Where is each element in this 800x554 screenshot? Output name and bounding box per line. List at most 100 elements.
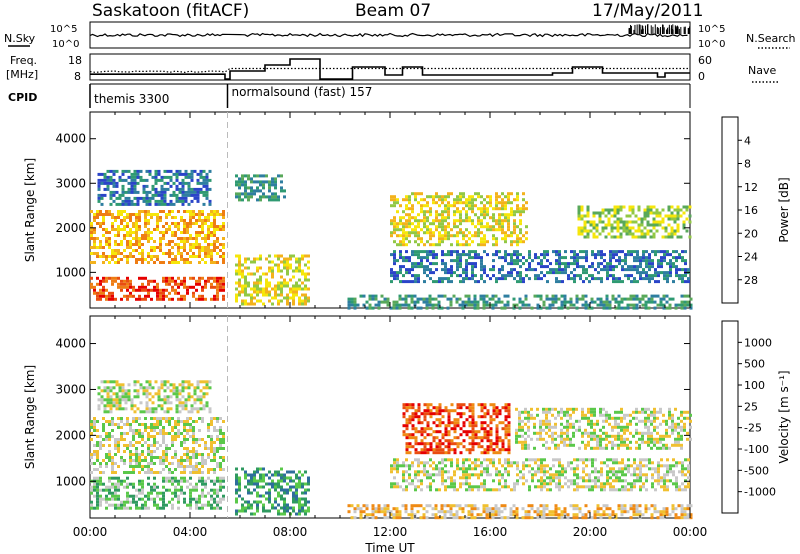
echo-cell	[495, 250, 498, 254]
echo-cell	[468, 409, 472, 413]
echo-cell	[456, 268, 459, 272]
echo-cell	[497, 507, 501, 511]
echo-cell	[432, 406, 436, 410]
echo-cell	[404, 297, 408, 301]
echo-cell	[402, 225, 405, 229]
echo-cell	[280, 506, 283, 510]
echo-cell	[500, 504, 504, 508]
echo-cell	[591, 262, 594, 266]
echo-cell	[685, 217, 689, 221]
echo-cell	[159, 219, 162, 222]
echo-cell	[583, 226, 587, 230]
echo-cell	[183, 261, 186, 264]
echo-cell	[554, 507, 558, 511]
echo-cell	[462, 424, 466, 428]
echo-cell	[96, 252, 99, 255]
echo-cell	[186, 465, 189, 468]
echo-cell	[396, 228, 399, 232]
echo-cell	[165, 503, 168, 507]
echo-cell	[540, 271, 543, 275]
echo-cell	[480, 268, 483, 272]
echo-cell	[429, 262, 432, 266]
echo-cell	[139, 178, 143, 182]
echo-cell	[459, 198, 462, 202]
echo-cell	[277, 266, 280, 270]
echo-cell	[420, 412, 424, 416]
echo-cell	[560, 300, 564, 304]
echo-cell	[138, 453, 141, 456]
echo-cell	[160, 196, 164, 200]
echo-cell	[219, 282, 222, 286]
echo-cell	[462, 219, 465, 223]
echo-cell	[138, 297, 141, 301]
echo-cell	[93, 494, 96, 498]
echo-cell	[635, 513, 639, 517]
echo-cell	[153, 456, 156, 459]
echo-cell	[486, 433, 490, 437]
echo-cell	[163, 398, 167, 402]
echo-cell	[386, 504, 390, 508]
echo-cell	[190, 190, 194, 194]
echo-cell	[166, 175, 170, 179]
echo-cell	[160, 386, 164, 390]
echo-cell	[573, 277, 576, 281]
echo-cell	[432, 234, 435, 238]
echo-cell	[426, 485, 429, 489]
echo-cell	[222, 213, 225, 216]
echo-cell	[480, 225, 483, 229]
echo-cell	[443, 513, 447, 517]
echo-cell	[450, 259, 453, 263]
echo-cell	[432, 467, 435, 471]
echo-cell	[195, 465, 198, 468]
echo-cell	[616, 220, 620, 224]
echo-cell	[489, 268, 492, 272]
echo-cell	[280, 497, 283, 501]
echo-cell	[192, 420, 195, 423]
echo-cell	[175, 395, 179, 399]
echo-cell	[163, 190, 167, 194]
colorbar-tick-label: 20	[744, 227, 758, 240]
echo-cell	[489, 228, 492, 232]
echo-cell	[671, 507, 675, 511]
echo-cell	[386, 507, 390, 511]
echo-cell	[447, 201, 450, 205]
echo-cell	[350, 303, 354, 307]
echo-cell	[528, 262, 531, 266]
echo-cell	[411, 415, 415, 419]
echo-cell	[97, 184, 101, 188]
echo-cell	[395, 510, 399, 514]
echo-cell	[447, 448, 451, 452]
echo-cell	[444, 234, 447, 238]
echo-cell	[108, 420, 111, 423]
echo-cell	[195, 482, 198, 486]
echo-cell	[350, 300, 354, 304]
echo-cell	[216, 252, 219, 255]
echo-cell	[129, 252, 132, 255]
echo-cell	[390, 219, 393, 223]
echo-cell	[687, 268, 690, 272]
echo-cell	[432, 250, 435, 254]
echo-cell	[298, 482, 301, 486]
echo-cell	[426, 225, 429, 229]
echo-cell	[126, 417, 129, 420]
echo-cell	[172, 202, 176, 206]
echo-cell	[156, 506, 159, 510]
echo-cell	[298, 296, 301, 300]
echo-cell	[238, 177, 241, 181]
echo-cell	[450, 234, 453, 238]
echo-cell	[165, 417, 168, 420]
echo-cell	[148, 410, 152, 414]
echo-cell	[429, 473, 432, 477]
echo-cell	[105, 213, 108, 216]
echo-cell	[495, 204, 498, 208]
echo-cell	[546, 259, 549, 263]
echo-cell	[126, 482, 129, 486]
echo-cell	[190, 383, 194, 387]
echo-cell	[183, 459, 186, 462]
echo-cell	[126, 282, 129, 286]
echo-cell	[241, 174, 244, 178]
echo-cell	[90, 488, 93, 492]
echo-cell	[446, 306, 450, 310]
echo-cell	[414, 234, 417, 238]
echo-cell	[405, 250, 408, 254]
